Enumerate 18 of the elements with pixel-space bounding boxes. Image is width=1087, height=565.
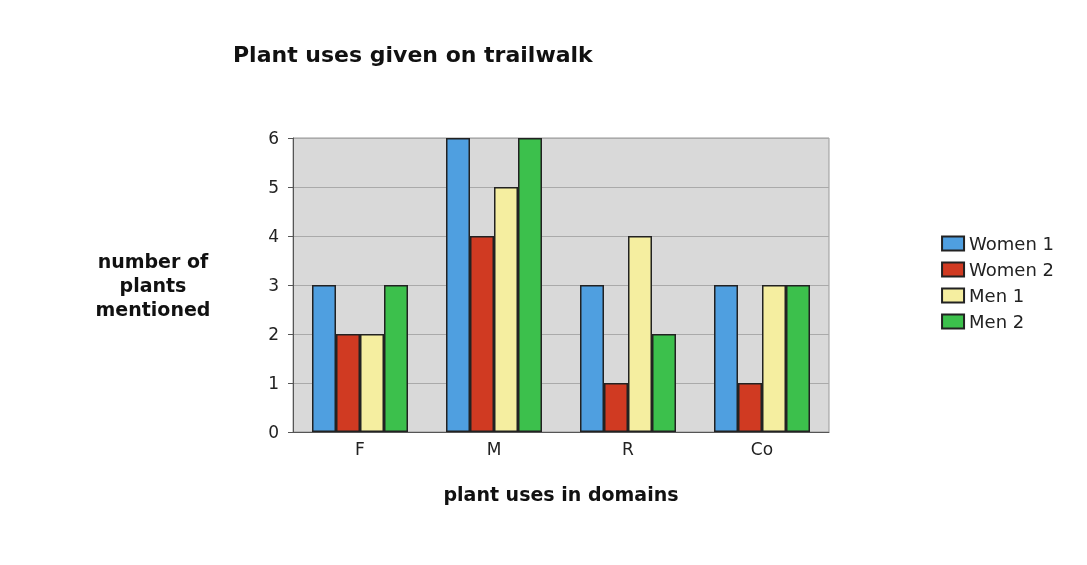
- y-tick-label: 5: [268, 177, 279, 197]
- legend-label: Women 2: [969, 259, 1055, 280]
- y-tick-label: 4: [268, 226, 279, 246]
- x-tick-label: R: [622, 438, 635, 459]
- chart-title: Plant uses given on trailwalk: [233, 41, 595, 67]
- x-tick-label: Co: [750, 438, 774, 459]
- y-tick-label: 6: [268, 128, 279, 148]
- x-axis-title: plant uses in domains: [443, 482, 679, 505]
- y-tick-label: 3: [268, 275, 279, 295]
- legend-label: Men 1: [969, 285, 1025, 306]
- y-axis-title: number of plants mentioned: [95, 250, 211, 320]
- x-tick-label: F: [355, 438, 365, 459]
- y-tick-label: 0: [268, 422, 279, 442]
- y-tick-label: 2: [268, 324, 279, 344]
- legend-label: Women 1: [969, 233, 1055, 254]
- legend-label: Men 2: [969, 311, 1025, 332]
- y-tick-label: 1: [268, 373, 279, 393]
- x-tick-label: M: [486, 438, 502, 459]
